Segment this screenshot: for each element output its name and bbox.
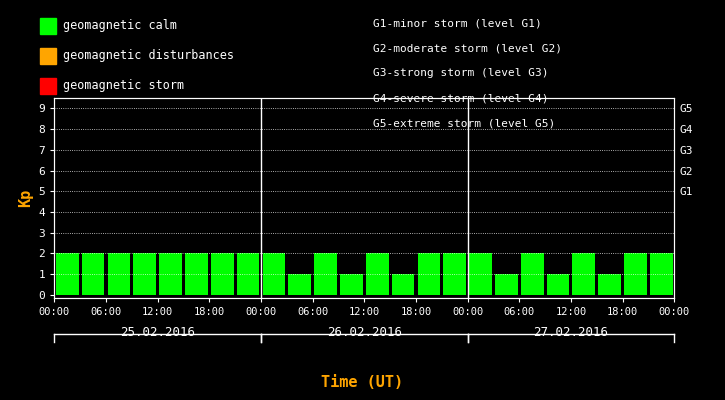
Text: geomagnetic storm: geomagnetic storm	[63, 80, 184, 92]
Bar	[314, 254, 337, 295]
Bar	[469, 254, 492, 295]
Bar	[444, 254, 466, 295]
Bar	[366, 254, 389, 295]
Bar	[521, 254, 544, 295]
Bar	[133, 254, 156, 295]
Bar	[547, 274, 569, 295]
Bar	[418, 254, 440, 295]
Bar	[573, 254, 595, 295]
Bar	[185, 254, 208, 295]
Bar	[107, 254, 130, 295]
Bar	[289, 274, 311, 295]
Text: geomagnetic disturbances: geomagnetic disturbances	[63, 50, 234, 62]
Text: G4-severe storm (level G4): G4-severe storm (level G4)	[373, 94, 549, 104]
Bar	[262, 254, 285, 295]
Bar	[160, 254, 182, 295]
Text: G3-strong storm (level G3): G3-strong storm (level G3)	[373, 68, 549, 78]
Text: 25.02.2016: 25.02.2016	[120, 326, 195, 338]
Text: G5-extreme storm (level G5): G5-extreme storm (level G5)	[373, 119, 555, 129]
Text: G1-minor storm (level G1): G1-minor storm (level G1)	[373, 18, 542, 28]
Bar	[392, 274, 415, 295]
Text: G2-moderate storm (level G2): G2-moderate storm (level G2)	[373, 43, 563, 53]
Y-axis label: Kp: Kp	[18, 189, 33, 207]
Bar	[82, 254, 104, 295]
Bar	[598, 274, 621, 295]
Text: 26.02.2016: 26.02.2016	[327, 326, 402, 338]
Text: Time (UT): Time (UT)	[321, 375, 404, 390]
Bar	[56, 254, 78, 295]
Bar	[211, 254, 233, 295]
Text: geomagnetic calm: geomagnetic calm	[63, 20, 177, 32]
Text: 27.02.2016: 27.02.2016	[534, 326, 608, 338]
Bar	[650, 254, 673, 295]
Bar	[495, 274, 518, 295]
Bar	[624, 254, 647, 295]
Bar	[340, 274, 362, 295]
Bar	[237, 254, 260, 295]
